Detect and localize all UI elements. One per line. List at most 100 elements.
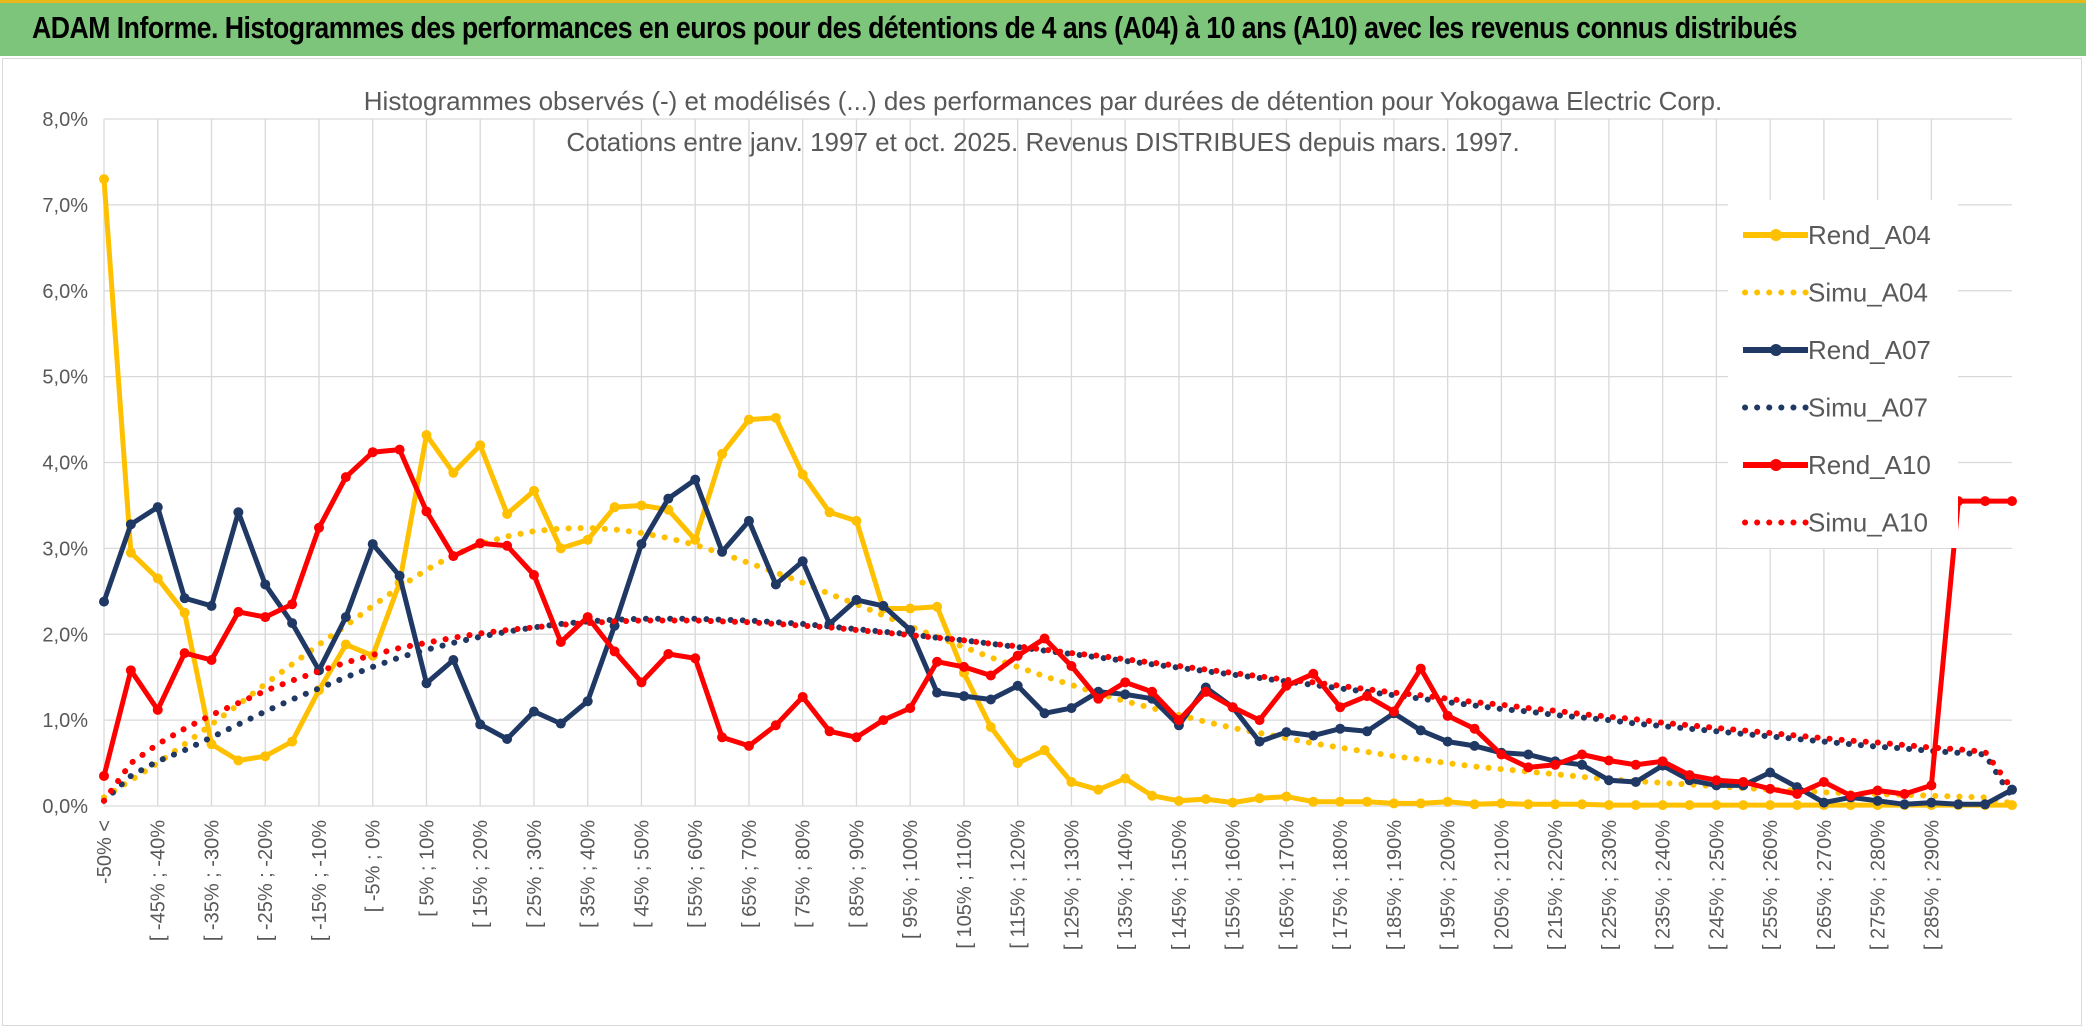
data-point-rend-a07 (287, 618, 298, 629)
x-tick-label: [ 75% ; 80% (793, 820, 815, 928)
data-point-rend-a07 (1362, 726, 1373, 737)
data-point-rend-a07 (717, 546, 728, 557)
chart-frame (2, 58, 2082, 1026)
data-point-rend-a04 (125, 547, 136, 558)
series-line-rend-a07 (101, 477, 2014, 807)
x-tick-label: [ -45% ; -40% (148, 820, 170, 941)
data-point-rend-a10 (1818, 776, 1829, 787)
data-point-rend-a10 (1388, 706, 1399, 717)
data-point-rend-a07 (260, 579, 271, 590)
data-point-rend-a07 (1012, 680, 1023, 691)
x-tick-label: [ 215% ; 220% (1545, 820, 1567, 950)
data-point-rend-a04 (421, 430, 432, 441)
data-point-rend-a04 (1792, 800, 1803, 811)
x-tick-label: [ -35% ; -30% (201, 820, 223, 941)
data-point-rend-a07 (1792, 782, 1803, 793)
x-tick-label: [ 125% ; 130% (1061, 820, 1083, 950)
x-tick-label: [ 155% ; 160% (1223, 820, 1245, 950)
data-point-rend-a10 (125, 665, 136, 676)
x-tick-label: [ 105% ; 110% (954, 820, 976, 949)
data-point-rend-a10 (340, 472, 351, 483)
x-axis: -50% < [ -45% ; -40% [ -35% ; -30% [ -25% ;… (94, 820, 1943, 950)
y-tick-label: 5,0% (42, 367, 88, 389)
data-point-rend-a10 (233, 606, 244, 617)
data-point-rend-a07 (932, 687, 943, 698)
data-point-rend-a10 (1550, 759, 1561, 770)
y-tick-label: 1,0% (42, 710, 88, 732)
legend-label-rend-a07: Rend_A07 (1808, 335, 1931, 365)
data-point-rend-a10 (1523, 762, 1534, 773)
legend-label-rend-a10: Rend_A10 (1808, 450, 1931, 480)
data-point-rend-a04 (1362, 796, 1373, 807)
data-point-rend-a04 (528, 485, 539, 496)
data-point-rend-a10 (636, 677, 647, 688)
data-point-rend-a10 (1442, 710, 1453, 721)
x-tick-label: [ 35% ; 40% (578, 820, 600, 928)
x-tick-label: [ -15% ; -10% (309, 820, 331, 941)
data-point-rend-a10 (206, 655, 217, 666)
chart-title-line-2: Cotations entre janv. 1997 et oct. 2025.… (566, 127, 1519, 157)
data-point-rend-a07 (636, 539, 647, 550)
x-tick-label: [ 85% ; 90% (846, 820, 868, 928)
data-point-rend-a10 (1066, 661, 1077, 672)
data-point-rend-a04 (1523, 799, 1534, 810)
data-point-rend-a04 (582, 534, 593, 545)
x-tick-label: [ 175% ; 180% (1330, 820, 1352, 950)
x-tick-label: [ 95% ; 100% (900, 820, 922, 939)
series-line-simu-a10 (101, 617, 2015, 804)
data-point-rend-a07 (233, 507, 244, 518)
data-point-rend-a10 (1765, 783, 1776, 794)
data-point-rend-a07 (99, 596, 109, 607)
data-point-rend-a07 (448, 655, 459, 666)
data-point-rend-a04 (985, 721, 996, 732)
data-point-rend-a04 (717, 448, 728, 459)
x-tick-label: [ 245% ; 250% (1706, 820, 1728, 950)
data-point-rend-a07 (1818, 797, 1829, 808)
data-point-rend-a07 (985, 694, 996, 705)
data-point-rend-a10 (582, 612, 593, 623)
data-point-rend-a10 (1872, 785, 1883, 796)
data-point-rend-a10 (448, 551, 459, 562)
data-point-rend-a10 (905, 703, 916, 714)
data-point-rend-a04 (1066, 776, 1077, 787)
data-point-rend-a10 (1281, 680, 1292, 691)
data-point-rend-a04 (1039, 745, 1050, 756)
data-point-rend-a04 (1281, 791, 1292, 802)
data-point-rend-a07 (1872, 795, 1883, 806)
data-point-rend-a07 (1953, 799, 1964, 810)
y-axis: 0,0% 1,0% 2,0% 3,0% 4,0% 5,0% 6,0% 7,0% 8,0% (42, 109, 88, 818)
data-point-rend-a10 (1845, 790, 1856, 801)
x-tick-label: [ 265% ; 270% (1814, 820, 1836, 950)
data-point-rend-a10 (1362, 691, 1373, 702)
data-point-rend-a07 (502, 734, 513, 745)
data-point-rend-a10 (313, 522, 324, 533)
data-point-rend-a07 (1066, 703, 1077, 714)
data-point-rend-a04 (502, 509, 513, 520)
data-point-rend-a04 (1147, 790, 1158, 801)
data-point-rend-a10 (770, 720, 781, 731)
data-point-rend-a04 (1012, 758, 1023, 769)
data-point-rend-a10 (1254, 715, 1265, 726)
data-point-rend-a10 (1577, 749, 1588, 760)
x-tick-label: [ 185% ; 190% (1384, 820, 1406, 950)
data-point-rend-a04 (179, 607, 190, 618)
data-point-rend-a07 (340, 612, 351, 623)
data-point-rend-a04 (1496, 798, 1507, 809)
legend-marker-rend-a10 (1770, 459, 1782, 471)
data-point-rend-a04 (1469, 799, 1480, 810)
data-point-rend-a10 (152, 704, 163, 715)
data-point-rend-a10 (1335, 702, 1346, 713)
legend-label-simu-a07: Simu_A07 (1808, 393, 1928, 423)
data-point-rend-a04 (690, 534, 701, 545)
data-point-rend-a04 (1442, 796, 1453, 807)
data-point-rend-a10 (1684, 770, 1695, 781)
data-point-rend-a04 (1577, 799, 1588, 810)
x-tick-label: [ -25% ; -20% (255, 820, 277, 941)
data-point-rend-a10 (932, 656, 943, 667)
data-point-rend-a04 (1388, 798, 1399, 809)
data-point-rend-a10 (502, 540, 513, 551)
data-point-rend-a04 (797, 469, 808, 480)
data-point-rend-a07 (1442, 736, 1453, 747)
data-point-rend-a04 (851, 515, 862, 526)
data-point-rend-a10 (528, 569, 539, 580)
